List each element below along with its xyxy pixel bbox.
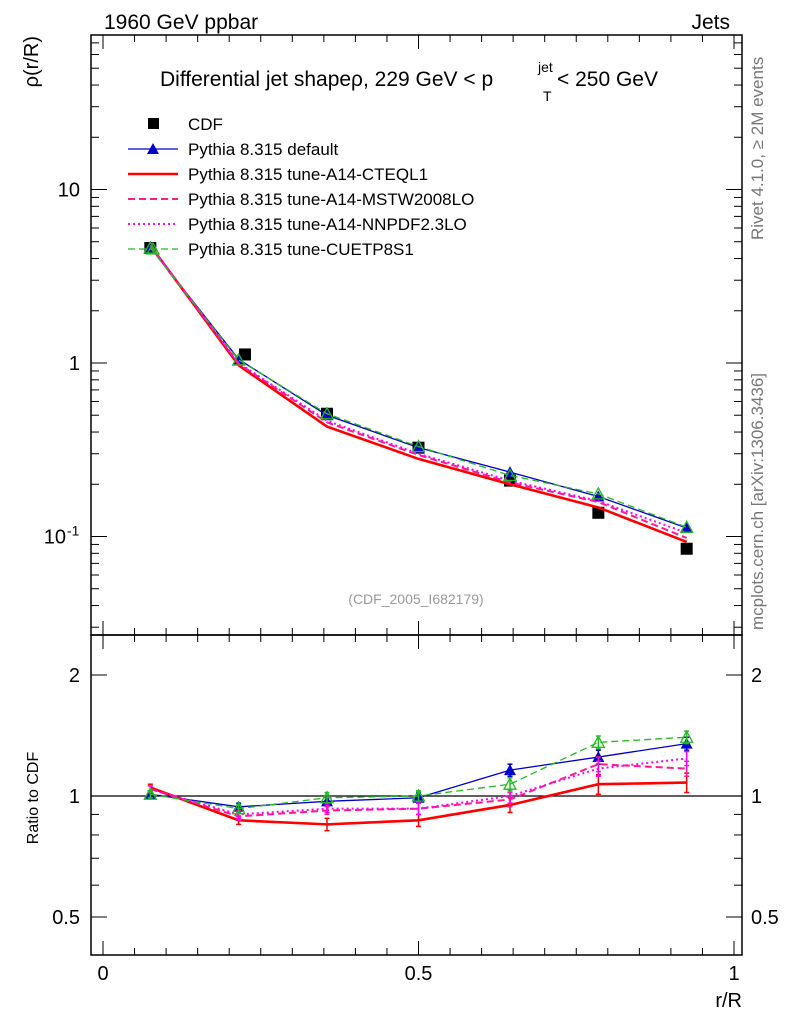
main-point-open-triangle <box>502 468 518 482</box>
ratio-xtick-label: 1 <box>728 963 739 985</box>
ratio-ytick-label-left: 2 <box>69 665 80 687</box>
main-point-cdf <box>680 542 693 555</box>
header-left: 1960 GeV ppbar <box>104 11 258 34</box>
main-title: Differential jet shapeρ, 229 GeV < p <box>160 68 493 91</box>
header-right: Jets <box>691 11 730 34</box>
main-ytick-label: 10 <box>58 180 80 202</box>
legend-label: Pythia 8.315 tune-A14-CTEQL1 <box>188 165 428 184</box>
ratio-point-triangle <box>503 764 516 776</box>
title-sub: T <box>543 88 552 104</box>
ratio-point-open-triangle <box>231 801 246 815</box>
main-point-open-triangle <box>143 240 158 254</box>
main-point-cdf <box>238 348 251 361</box>
main-ytick-label: 1 <box>69 353 80 375</box>
main-ytick-label: 10 <box>44 527 66 549</box>
legend-marker-triangle <box>147 143 159 154</box>
main-point-triangle <box>321 409 334 421</box>
main-point-open-triangle <box>231 352 246 366</box>
main-point-open-triangle <box>679 519 694 533</box>
main-ylabel: ρ(r/R) <box>21 36 43 87</box>
main-point-open-triangle <box>411 439 426 453</box>
legend-marker-square <box>148 118 159 129</box>
title-sup: jet <box>537 59 553 75</box>
legend-label: CDF <box>188 115 223 134</box>
main-ytick-exponent: -1 <box>67 523 80 539</box>
ratio-point-open-triangle <box>319 790 335 804</box>
ratio-ytick-label-left: 1 <box>69 786 80 808</box>
rivet-label: Rivet 4.1.0, ≥ 2M events <box>748 57 767 240</box>
legend-label: Pythia 8.315 tune-CUETP8S1 <box>188 240 414 259</box>
main-series-line <box>149 244 688 534</box>
main-point-open-triangle <box>591 486 606 500</box>
ratio-xlabel: r/R <box>715 990 742 1012</box>
legend-label: Pythia 8.315 tune-A14-MSTW2008LO <box>188 190 474 209</box>
ratio-ytick-label-right: 2 <box>751 665 762 687</box>
main-series-line <box>149 244 688 544</box>
title-prefix: Differential jet shapeρ, 229 GeV < p <box>160 68 493 91</box>
ratio-axes: 0 0.5 1 0.5 0.5 1 1 2 2 <box>52 635 779 985</box>
ratio-series-layer <box>143 729 694 832</box>
ratio-ytick-label-right: 0.5 <box>751 907 779 929</box>
main-series-line <box>149 246 687 529</box>
ratio-ytick-label-right: 1 <box>751 786 762 808</box>
ratio-ylabel: Ratio to CDF <box>25 752 42 845</box>
site-label: mcplots.cern.ch [arXiv:1306.3436] <box>748 373 767 630</box>
ratio-frame <box>90 634 743 956</box>
ratio-xtick-label: 0 <box>97 963 108 985</box>
ratio-xtick-label: 0.5 <box>405 963 433 985</box>
ratio-point-open-triangle <box>591 734 606 748</box>
ratio-point-open-triangle <box>411 788 426 802</box>
main-point-triangle <box>680 521 693 533</box>
legend-label: Pythia 8.315 default <box>188 140 339 159</box>
title-suffix: < 250 GeV <box>557 68 658 91</box>
ratio-point-open-triangle <box>143 786 158 800</box>
main-series-line <box>149 244 688 539</box>
main-point-open-triangle <box>319 406 335 420</box>
legend: CDF Pythia 8.315 default Pythia 8.315 tune… <box>128 115 474 259</box>
main-series-layer <box>143 240 694 555</box>
legend-label: Pythia 8.315 tune-A14-NNPDF2.3LO <box>188 215 467 234</box>
reference-label: (CDF_2005_I682179) <box>348 591 483 607</box>
legend-marker-open-triangle <box>145 241 161 255</box>
ratio-point-open-triangle <box>502 776 518 790</box>
main-series-line <box>149 247 687 528</box>
ratio-ytick-label-left: 0.5 <box>52 907 80 929</box>
ratio-point-open-triangle <box>679 729 694 743</box>
